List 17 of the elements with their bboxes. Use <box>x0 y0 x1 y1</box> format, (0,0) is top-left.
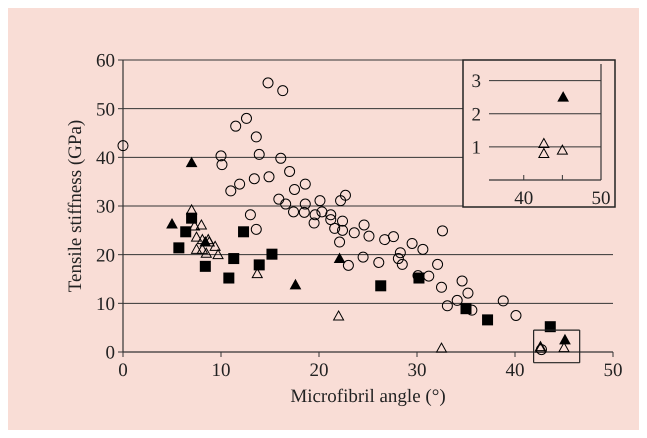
y-tick-label: 1 <box>472 138 481 159</box>
y-tick-label: 10 <box>96 294 115 315</box>
x-tick-label: 20 <box>310 360 328 381</box>
y-tick-label: 60 <box>96 50 115 72</box>
x-tick-label: 10 <box>212 360 230 381</box>
y-tick-label: 50 <box>96 99 115 120</box>
y-tick-label: 0 <box>106 342 115 364</box>
y-tick-label: 40 <box>96 148 115 169</box>
x-tick-label: 0 <box>118 360 128 381</box>
y-axis-title: Tensile stiffness (GPa) <box>65 120 86 292</box>
y-tick-label: 2 <box>472 104 481 126</box>
x-axis-title: Microfibril angle (°) <box>290 386 446 407</box>
x-tick-label: 40 <box>506 360 524 381</box>
x-tick-label: 50 <box>604 360 622 381</box>
y-tick-label: 3 <box>472 71 481 92</box>
x-tick-label: 30 <box>408 360 426 381</box>
y-tick-label: 20 <box>96 245 115 266</box>
